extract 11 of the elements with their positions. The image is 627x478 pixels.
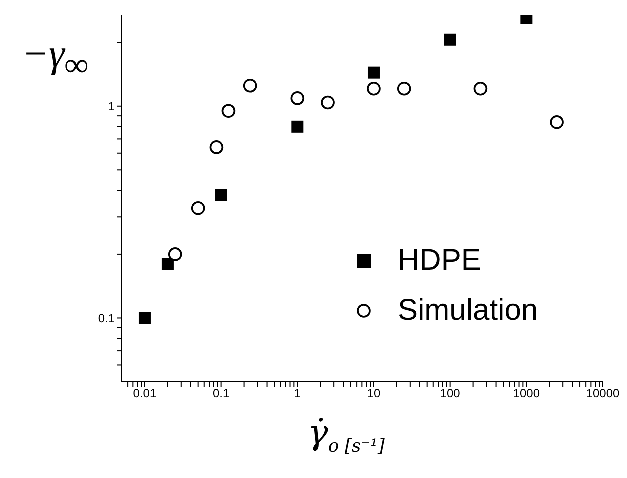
x-tick-label: 0.01 <box>133 386 157 401</box>
x-tick-label: 0.1 <box>212 386 230 401</box>
legend-label: HDPE <box>398 244 482 278</box>
x-tick-label: 1 <box>294 386 302 401</box>
legend-label: Simulation <box>398 294 538 328</box>
x-tick-label: 10000 <box>586 386 620 401</box>
x-tick-label: 1000 <box>513 386 540 401</box>
x-tick-label: 100 <box>440 386 461 401</box>
y-axis-title: −γ$_{∞}$ <box>22 30 89 85</box>
x-axis-title: γ̇$_{o [s⁻¹]}$ <box>308 413 385 457</box>
x-tick-label: 10 <box>367 386 381 401</box>
